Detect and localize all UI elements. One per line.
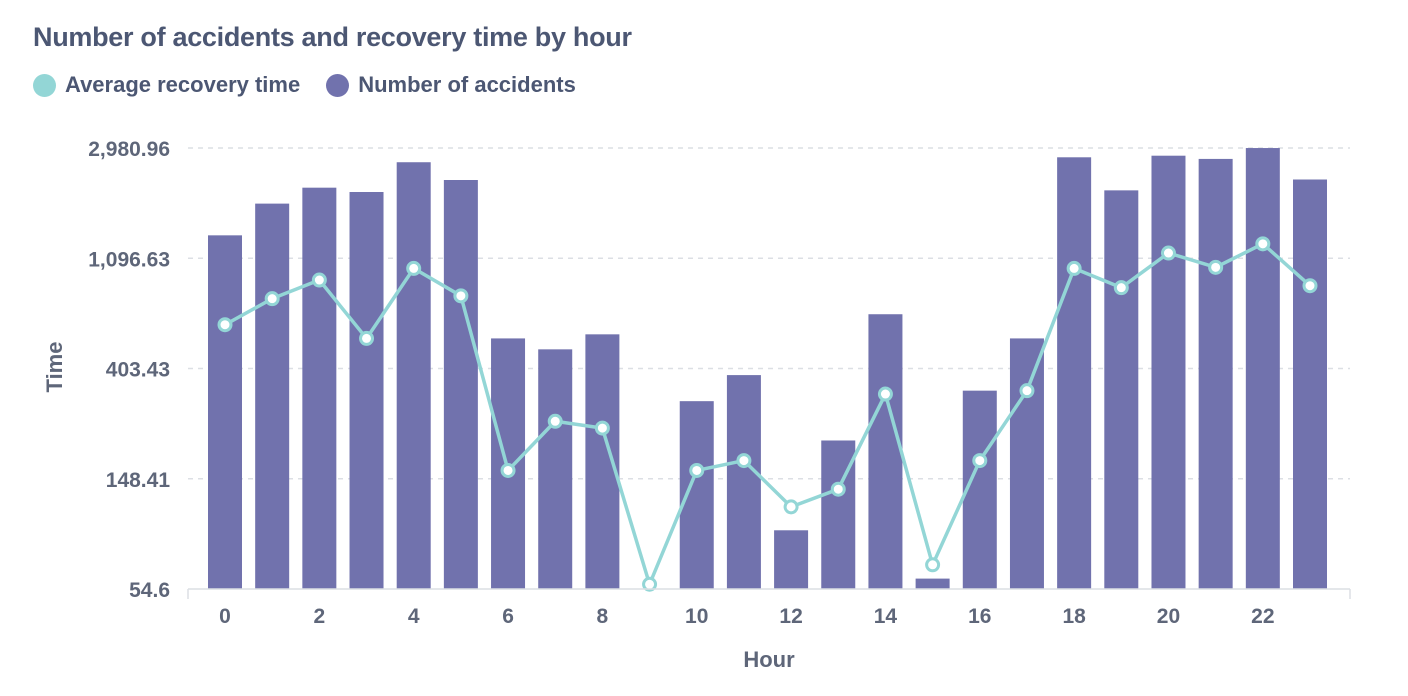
bar-accidents-hour-18[interactable] — [1057, 157, 1092, 589]
x-tick-label: 6 — [502, 605, 514, 628]
point-recovery-time-hour-3[interactable] — [359, 330, 375, 346]
point-recovery-time-hour-9[interactable] — [642, 576, 658, 592]
bar-series — [208, 148, 1327, 590]
point-recovery-time-hour-12[interactable] — [783, 499, 799, 515]
point-recovery-time-hour-18[interactable] — [1066, 260, 1082, 276]
point-recovery-time-hour-13[interactable] — [830, 481, 846, 497]
bar-accidents-hour-1[interactable] — [255, 203, 290, 589]
axes: 54.6 148.41 403.43 1,096.63 2,980.96 0 2 4 6 8 10 1… — [88, 138, 1351, 628]
bar-accidents-hour-15[interactable] — [915, 578, 950, 589]
point-recovery-time-hour-21[interactable] — [1208, 259, 1224, 275]
x-tick-label: 2 — [314, 605, 326, 628]
legend-item-accidents[interactable]: Number of accidents — [326, 72, 576, 98]
legend-label-accidents: Number of accidents — [358, 72, 576, 97]
point-recovery-time-hour-22[interactable] — [1255, 236, 1271, 252]
x-tick-label: 22 — [1251, 605, 1274, 628]
bar-accidents-hour-4[interactable] — [396, 162, 431, 589]
bar-accidents-hour-23[interactable] — [1293, 179, 1327, 589]
legend-swatch-accidents — [326, 73, 350, 97]
x-axis-title: Hour — [743, 647, 795, 672]
line-series — [217, 236, 1318, 592]
point-recovery-time-hour-23[interactable] — [1302, 278, 1318, 294]
bar-accidents-hour-17[interactable] — [1009, 338, 1044, 589]
point-recovery-time-hour-11[interactable] — [736, 453, 752, 469]
x-tick-label: 10 — [685, 605, 708, 628]
y-tick-label: 148.41 — [106, 469, 171, 492]
point-recovery-time-hour-20[interactable] — [1160, 245, 1176, 261]
point-recovery-time-hour-5[interactable] — [453, 288, 469, 304]
point-recovery-time-hour-8[interactable] — [594, 420, 610, 436]
legend: Average recovery time Number of accident… — [33, 72, 576, 98]
y-tick-label: 1,096.63 — [88, 248, 170, 271]
point-recovery-time-hour-2[interactable] — [311, 272, 327, 288]
point-recovery-time-hour-0[interactable] — [217, 317, 233, 333]
legend-swatch-recovery-time — [33, 73, 56, 97]
bar-accidents-hour-7[interactable] — [538, 349, 573, 589]
x-tick-label: 0 — [219, 605, 231, 628]
point-recovery-time-hour-19[interactable] — [1113, 280, 1129, 296]
x-tick-label: 12 — [779, 605, 802, 628]
point-recovery-time-hour-7[interactable] — [547, 413, 563, 429]
bar-accidents-hour-12[interactable] — [774, 530, 809, 589]
legend-item-recovery-time[interactable]: Average recovery time — [33, 72, 300, 98]
line-recovery-time — [224, 242, 1312, 587]
bar-accidents-hour-21[interactable] — [1198, 158, 1233, 590]
y-axis-title: Time — [42, 342, 67, 393]
bar-accidents-hour-2[interactable] — [302, 187, 337, 589]
chart-title: Number of accidents and recovery time by… — [33, 22, 632, 52]
bar-accidents-hour-22[interactable] — [1245, 148, 1280, 589]
bar-accidents-hour-19[interactable] — [1104, 190, 1139, 589]
y-tick-label: 54.6 — [129, 579, 170, 602]
point-recovery-time-hour-16[interactable] — [972, 453, 988, 469]
point-recovery-time-hour-6[interactable] — [500, 462, 516, 478]
y-tick-label: 403.43 — [106, 359, 170, 382]
x-tick-label: 4 — [408, 605, 420, 628]
point-recovery-time-hour-15[interactable] — [925, 557, 941, 573]
legend-label-recovery-time: Average recovery time — [65, 72, 301, 97]
bar-accidents-hour-14[interactable] — [868, 314, 903, 589]
bar-accidents-hour-11[interactable] — [726, 375, 761, 589]
point-recovery-time-hour-10[interactable] — [689, 462, 705, 478]
point-recovery-time-hour-17[interactable] — [1019, 383, 1035, 399]
bar-accidents-hour-5[interactable] — [443, 179, 478, 590]
y-tick-label: 2,980.96 — [88, 138, 170, 161]
x-tick-label: 18 — [1062, 605, 1086, 628]
x-tick-label: 8 — [597, 605, 609, 628]
point-recovery-time-hour-4[interactable] — [406, 260, 422, 276]
x-tick-label: 20 — [1157, 605, 1180, 628]
point-recovery-time-hour-14[interactable] — [877, 386, 893, 402]
bar-accidents-hour-0[interactable] — [208, 235, 242, 590]
x-tick-label: 16 — [968, 605, 991, 628]
point-recovery-time-hour-1[interactable] — [264, 291, 280, 307]
bar-accidents-hour-3[interactable] — [349, 192, 384, 589]
x-tick-label: 14 — [874, 605, 898, 628]
bar-accidents-hour-20[interactable] — [1151, 155, 1186, 590]
